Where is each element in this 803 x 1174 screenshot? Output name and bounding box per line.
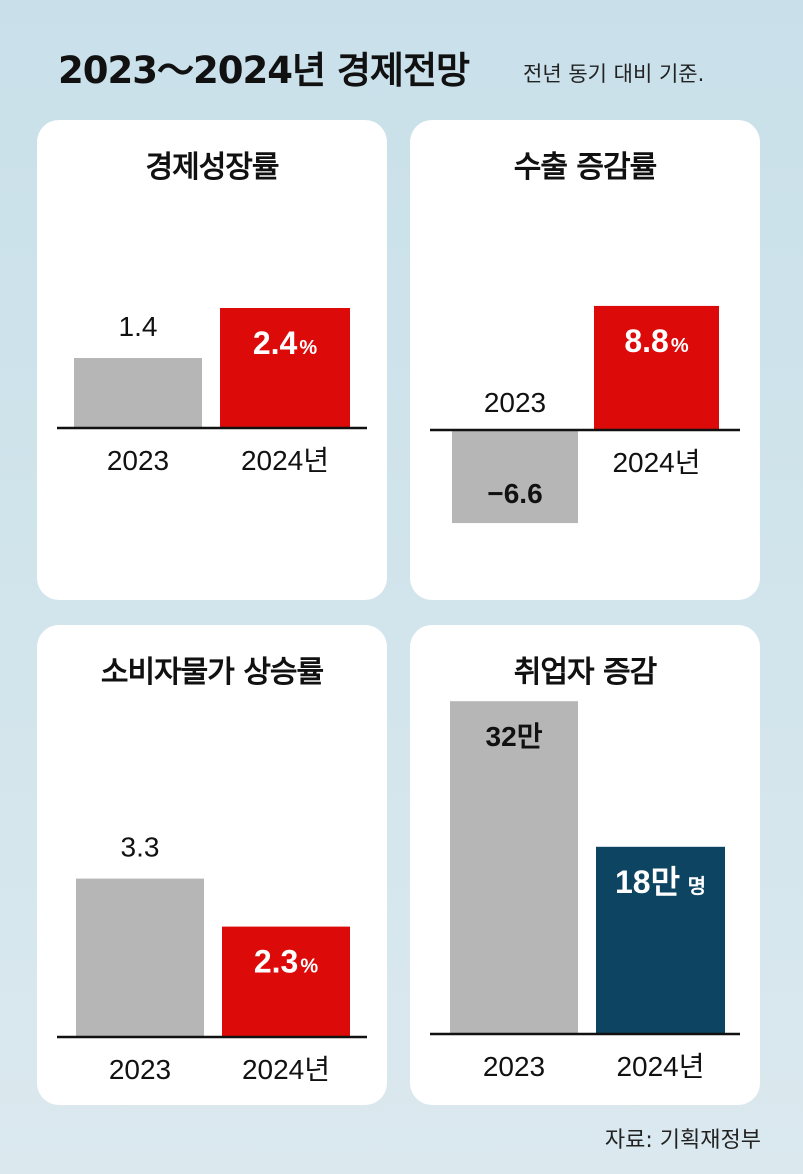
source-note: 자료: 기획재정부 (604, 1128, 761, 1153)
bar (596, 846, 725, 1034)
chart-title: 경제성장률 (145, 150, 280, 185)
bar (452, 430, 578, 524)
category-label: 2023 (484, 387, 546, 418)
category-label: 2024년 (241, 445, 329, 476)
page-title: 2023～2024년 경제전망 (58, 49, 470, 92)
category-label: 2023 (107, 445, 169, 476)
bar (594, 305, 719, 430)
panel-employment: 취업자 증감 32만 2023 18만 명 2024년 (410, 625, 760, 1105)
data-label: 32만 (486, 721, 543, 752)
panel-cpi: 소비자물가 상승률 3.3 2023 2.3% 2024년 (37, 625, 387, 1105)
bar (76, 878, 204, 1037)
data-label: 3.3 (121, 832, 160, 863)
page-subtitle: 전년 동기 대비 기준. (523, 62, 705, 86)
chart-title: 소비자물가 상승률 (100, 655, 324, 690)
panel-gdp-growth: 경제성장률 1.4 2023 2.4% 2024년 (37, 120, 387, 600)
export-growth-chart: −6.6 2023 8.8 % 2024년 (430, 305, 740, 524)
bar (220, 308, 350, 428)
chart-title: 수출 증감률 (513, 150, 657, 185)
header: 2023～2024년 경제전망 전년 동기 대비 기준. (58, 40, 798, 110)
data-label: 1.4 (119, 311, 158, 342)
bar (450, 701, 578, 1034)
panel-export-growth: 수출 증감률 −6.6 2023 8.8% 2024년 (410, 120, 760, 600)
data-label: 8.8% (624, 323, 688, 359)
category-label: 2024년 (242, 1054, 330, 1085)
bar (74, 358, 202, 428)
category-label: 2023 (109, 1054, 171, 1085)
bar (222, 926, 350, 1037)
category-label: 2024년 (616, 1051, 704, 1082)
category-label: 2024년 (612, 447, 700, 478)
chart-title: 취업자 증감 (513, 655, 657, 690)
data-label: −6.6 (487, 478, 542, 509)
category-label: 2023 (483, 1051, 545, 1082)
